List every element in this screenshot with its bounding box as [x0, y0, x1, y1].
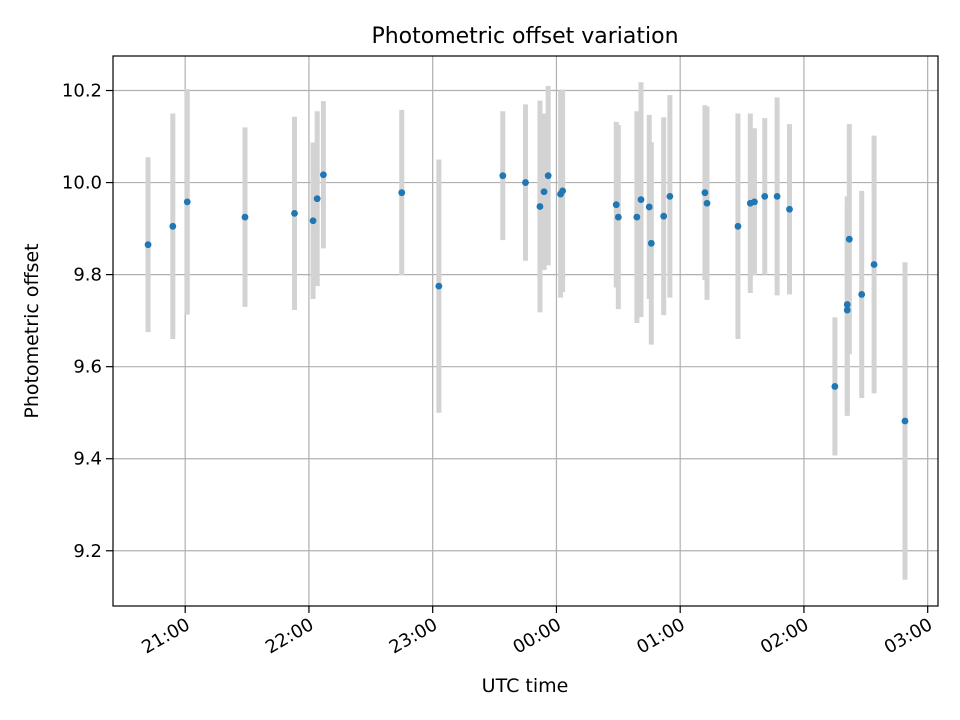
data-point	[734, 222, 742, 230]
data-point	[843, 306, 851, 314]
data-point	[183, 198, 191, 206]
data-point	[612, 201, 620, 209]
y-tick-label: 10.2	[62, 81, 102, 102]
data-point	[291, 210, 298, 217]
data-point	[660, 212, 668, 220]
data-point	[666, 192, 674, 200]
data-point	[647, 239, 655, 247]
y-axis-ticks: 9.2 9.4 9.6 9.8 10.0 10.2	[62, 81, 113, 562]
data-point	[144, 241, 152, 249]
data-point	[633, 213, 641, 221]
data-point	[703, 199, 711, 207]
data-point	[843, 301, 851, 308]
y-tick-label: 9.4	[73, 449, 102, 470]
x-axis-label: UTC time	[482, 675, 569, 697]
data-point	[559, 187, 567, 195]
data-point	[536, 203, 544, 210]
y-tick-label: 9.8	[73, 265, 102, 286]
plot-frame	[112, 55, 939, 607]
chart-title: Photometric offset variation	[371, 24, 678, 49]
data-point	[831, 383, 839, 390]
data-point	[786, 205, 793, 213]
data-point	[701, 189, 709, 197]
data-point	[241, 213, 249, 221]
data-point	[614, 213, 622, 221]
data-point	[540, 188, 548, 196]
data-point	[544, 172, 552, 180]
data-point	[773, 192, 781, 200]
data-point	[398, 189, 406, 197]
data-point	[858, 291, 866, 298]
data-point	[309, 217, 317, 225]
data-point	[319, 171, 327, 179]
data-point	[870, 261, 878, 268]
data-point	[499, 172, 507, 180]
data-points	[144, 171, 909, 425]
data-point	[313, 195, 321, 203]
data-point	[901, 417, 909, 425]
data-point	[435, 282, 443, 290]
data-point	[637, 196, 645, 203]
data-point	[522, 179, 529, 186]
y-tick-label: 9.2	[73, 541, 102, 562]
data-point	[761, 192, 769, 200]
data-point	[845, 235, 853, 243]
data-point	[751, 198, 758, 206]
y-tick-label: 10.0	[62, 173, 102, 194]
data-point	[645, 203, 653, 211]
data-point	[169, 222, 177, 230]
y-tick-label: 9.6	[73, 357, 102, 378]
y-axis-label: Photometric offset	[21, 243, 43, 418]
